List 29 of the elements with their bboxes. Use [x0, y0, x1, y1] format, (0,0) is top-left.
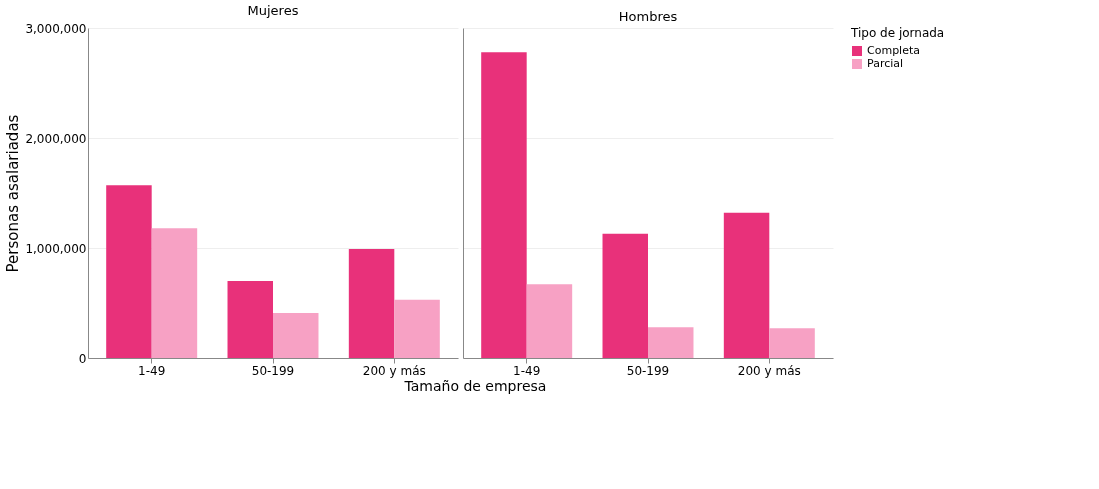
bar: [348, 249, 395, 358]
y-axis-title: Personas asalariadas: [4, 114, 23, 273]
chart-title: Hombres: [618, 9, 678, 24]
y-tick-label: 1,000,000: [25, 241, 87, 256]
x-tick-label: 200 y más: [737, 363, 801, 378]
x-tick-label: 50-199: [626, 363, 670, 378]
x-tick-label: 1-49: [513, 363, 541, 378]
y-tick-label: 2,000,000: [25, 131, 87, 146]
y-tick-label: 0: [78, 351, 87, 366]
x-tick-label: 50-199: [251, 363, 295, 378]
legend-label: Completa: [867, 44, 920, 57]
bar: [394, 299, 440, 358]
bar: [106, 185, 152, 358]
bar: [481, 52, 527, 358]
x-tick-label: 1-49: [138, 363, 166, 378]
bar: [227, 281, 273, 358]
bar: [602, 233, 648, 358]
chart-title: Mujeres: [247, 3, 299, 18]
x-tick-label: 200 y más: [362, 363, 426, 378]
bar: [648, 327, 694, 358]
bar: [526, 284, 573, 358]
legend-title: Tipo de jornada: [850, 26, 945, 40]
legend-label: Parcial: [867, 57, 904, 70]
bar: [151, 228, 198, 358]
bar: [723, 212, 770, 358]
bar: [769, 328, 815, 358]
bar: [273, 312, 319, 358]
x-axis-title: Tamaño de empresa: [403, 378, 547, 394]
y-tick-label: 3,000,000: [25, 21, 87, 36]
